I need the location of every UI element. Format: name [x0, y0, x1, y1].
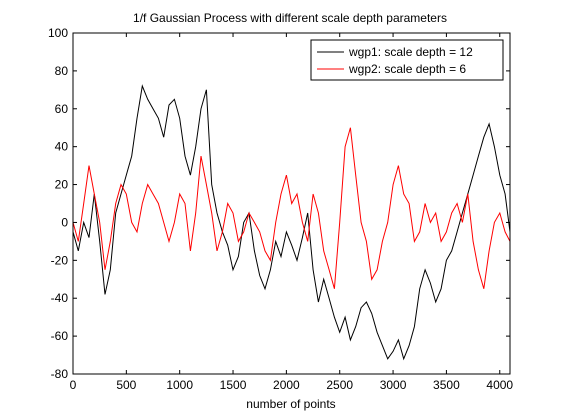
x-tick-label: 1500 — [220, 378, 247, 392]
y-axis-ticks: -80 -60 -40 -20 0 20 40 60 80 100 — [48, 26, 510, 381]
series-line-1 — [72, 84, 511, 361]
x-tick-label: 1000 — [166, 378, 193, 392]
plot-frame — [72, 32, 511, 375]
x-tick-label: 3500 — [433, 378, 460, 392]
y-tick-label: -60 — [51, 329, 69, 343]
y-tick-label: -20 — [51, 253, 69, 267]
legend-label-2: wgp2: scale depth = 6 — [348, 62, 466, 76]
x-tick-label: 500 — [116, 378, 136, 392]
legend-label-1: wgp1: scale depth = 12 — [348, 45, 473, 59]
y-tick-label: -80 — [51, 367, 69, 381]
y-tick-label: -40 — [51, 291, 69, 305]
x-tick-label: 4000 — [486, 378, 513, 392]
x-tick-label: 3000 — [380, 378, 407, 392]
legend-box — [310, 39, 504, 81]
x-axis-label: number of points — [246, 397, 335, 411]
legend: wgp1: scale depth = 12 wgp2: scale depth … — [310, 39, 504, 81]
x-tick-label: 0 — [70, 378, 77, 392]
y-tick-label: 20 — [55, 178, 69, 192]
y-tick-label: 40 — [55, 140, 69, 154]
x-tick-label: 2500 — [326, 378, 353, 392]
y-tick-label: 80 — [55, 64, 69, 78]
x-tick-label: 2000 — [273, 378, 300, 392]
series-line-2 — [72, 127, 511, 289]
y-tick-label: 0 — [61, 215, 68, 229]
y-tick-label: 60 — [55, 102, 69, 116]
series-group — [72, 84, 511, 361]
y-tick-label: 100 — [48, 26, 68, 40]
chart-title: 1/f Gaussian Process with different scal… — [133, 11, 447, 25]
x-axis-ticks: 0 500 1000 1500 2000 2500 3000 3500 4000 — [70, 33, 513, 392]
